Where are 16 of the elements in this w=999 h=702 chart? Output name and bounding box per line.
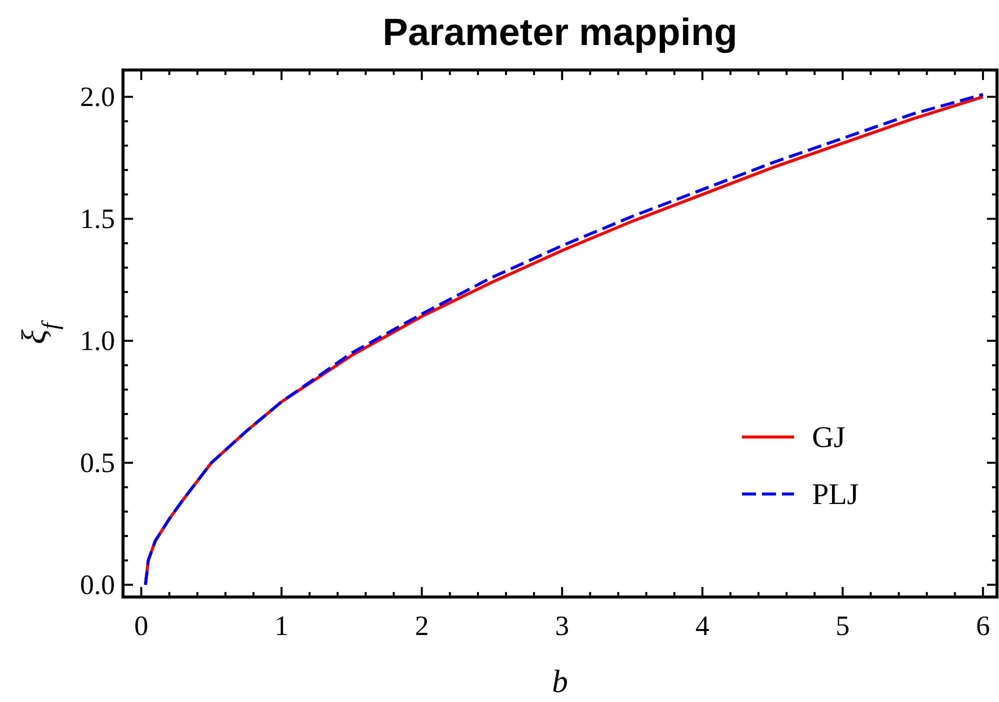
chart-title: Parameter mapping — [382, 12, 738, 54]
x-tick-label: 1 — [274, 611, 289, 642]
legend-label: GJ — [812, 421, 846, 454]
x-tick-label: 5 — [836, 611, 850, 642]
y-tick-label: 1.5 — [80, 204, 115, 235]
x-tick-label: 6 — [976, 611, 990, 642]
x-tick-label: 2 — [414, 611, 429, 642]
x-axis-title: b — [552, 663, 568, 699]
legend-label: PLJ — [812, 478, 860, 511]
x-tick-label: 0 — [134, 611, 148, 642]
y-tick-label: 0.5 — [80, 448, 115, 479]
x-tick-label: 4 — [695, 611, 710, 642]
y-tick-label: 1.0 — [80, 326, 115, 357]
y-tick-label: 0.0 — [80, 570, 115, 601]
x-tick-label: 3 — [555, 611, 570, 642]
y-tick-label: 2.0 — [80, 82, 115, 113]
